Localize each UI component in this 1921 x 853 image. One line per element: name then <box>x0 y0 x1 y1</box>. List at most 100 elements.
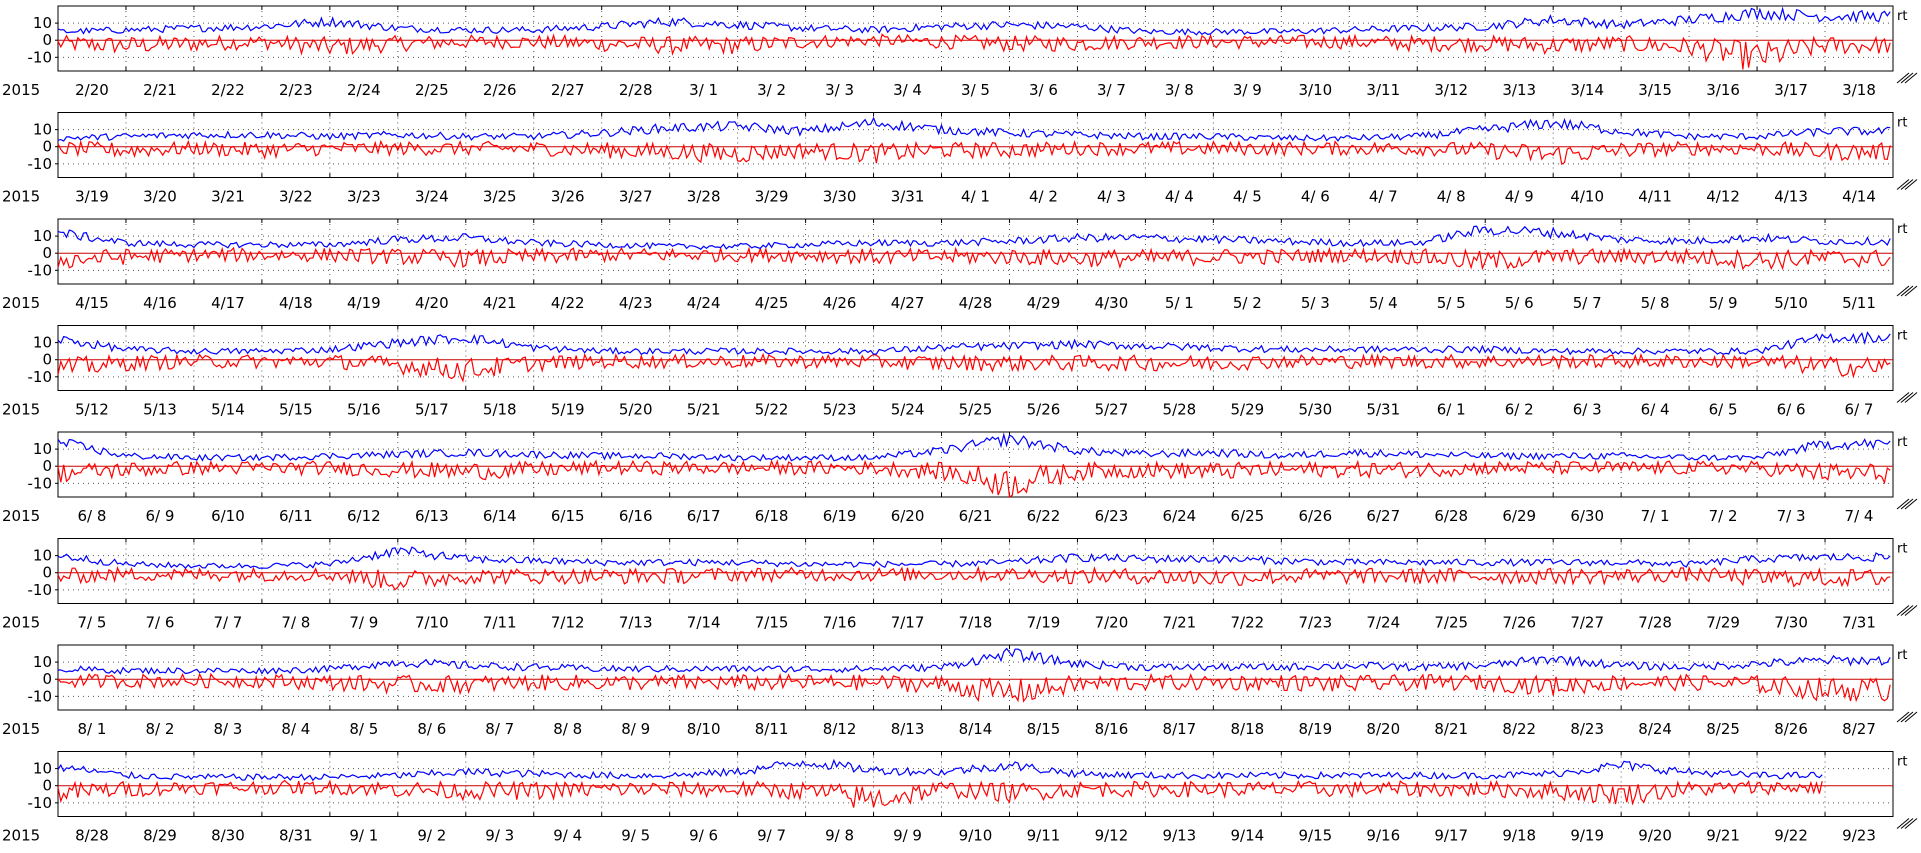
date-tick-label: 6/26 <box>1298 507 1332 525</box>
hatch-mark <box>1896 818 1910 829</box>
date-tick-label: 4/ 1 <box>961 188 990 206</box>
date-tick-label: 6/28 <box>1434 507 1468 525</box>
date-tick-label: 5/27 <box>1095 401 1129 419</box>
hatch-mark <box>1900 711 1914 723</box>
year-label: 2015 <box>2 294 40 312</box>
date-tick-label: 4/12 <box>1706 188 1740 206</box>
date-tick-label: 4/21 <box>483 294 517 312</box>
date-tick-label: 9/14 <box>1231 827 1265 845</box>
panel-frame <box>57 751 1894 817</box>
date-tick-label: 3/13 <box>1502 81 1536 99</box>
panel-frame <box>57 644 1894 711</box>
y-tick-label: 10 <box>33 121 52 139</box>
date-tick-label: 7/ 9 <box>349 614 378 632</box>
date-tick-label: 7/17 <box>891 614 925 632</box>
hatch-mark <box>1900 498 1914 510</box>
date-tick-label: 9/ 2 <box>417 827 446 845</box>
date-tick-label: 4/23 <box>619 294 653 312</box>
hatch-mark <box>1904 179 1918 190</box>
date-tick-label: 6/11 <box>279 507 313 525</box>
date-tick-label: 3/ 3 <box>825 81 854 99</box>
date-tick-label: 6/27 <box>1366 507 1400 525</box>
date-tick-label: 5/20 <box>619 401 653 419</box>
date-tick-label: 6/21 <box>959 507 993 525</box>
date-tick-label: 9/ 4 <box>553 827 582 845</box>
date-tick-label: 7/21 <box>1163 614 1197 632</box>
hatch-mark <box>1904 605 1918 616</box>
hatch-mark <box>1904 392 1918 403</box>
date-tick-label: 6/19 <box>823 507 857 525</box>
date-tick-label: 3/10 <box>1298 81 1332 99</box>
date-tick-label: 5/29 <box>1231 401 1265 419</box>
date-tick-label: 6/25 <box>1231 507 1265 525</box>
y-tick-label: 10 <box>33 440 52 458</box>
date-tick-label: 3/ 7 <box>1097 81 1126 99</box>
date-tick-label: 5/15 <box>279 401 313 419</box>
y-tick-label: -10 <box>28 155 53 173</box>
hatch-mark <box>1904 72 1918 84</box>
date-tick-label: 9/12 <box>1095 827 1129 845</box>
date-tick-label: 7/ 7 <box>213 614 242 632</box>
date-tick-label: 5/31 <box>1366 401 1400 419</box>
date-tick-label: 4/22 <box>551 294 585 312</box>
panel-frame <box>57 538 1894 604</box>
date-tick-label: 4/24 <box>687 294 721 312</box>
date-tick-label: 7/16 <box>823 614 857 632</box>
date-tick-label: 6/ 5 <box>1709 401 1738 419</box>
series-red-line <box>57 672 1891 703</box>
date-tick-label: 8/25 <box>1706 720 1740 738</box>
date-tick-label: 4/19 <box>347 294 381 312</box>
y-tick-label: -10 <box>28 794 53 812</box>
date-tick-label: 3/19 <box>75 188 109 206</box>
date-tick-label: 2/28 <box>619 81 653 99</box>
date-tick-label: 8/28 <box>75 827 109 845</box>
date-tick-label: 4/18 <box>279 294 313 312</box>
date-tick-label: 6/20 <box>891 507 925 525</box>
chart-panel-8: 100-10 8/28 8/29 8/30 8/31 9/ 1 9/ 2 9/ 3 9/ 4 9/… <box>2 751 1918 845</box>
date-tick-label: 4/16 <box>143 294 177 312</box>
date-tick-label: 8/23 <box>1570 720 1604 738</box>
date-tick-label: 4/25 <box>755 294 789 312</box>
hatch-mark <box>1904 711 1918 723</box>
date-tick-label: 6/ 8 <box>78 507 107 525</box>
date-tick-label: 3/16 <box>1706 81 1740 99</box>
date-tick-label: 4/ 5 <box>1233 188 1262 206</box>
date-tick-label: 3/28 <box>687 188 721 206</box>
y-tick-label: -10 <box>28 687 53 705</box>
date-tick-label: 8/11 <box>755 720 789 738</box>
hatch-mark <box>1904 498 1918 510</box>
side-label: rt <box>1897 116 1907 131</box>
date-tick-label: 6/22 <box>1027 507 1061 525</box>
date-tick-label: 7/14 <box>687 614 721 632</box>
date-tick-label: 7/12 <box>551 614 585 632</box>
date-tick-label: 8/12 <box>823 720 857 738</box>
date-tick-label: 5/17 <box>415 401 449 419</box>
date-tick-label: 8/24 <box>1638 720 1672 738</box>
date-tick-label: 9/20 <box>1638 827 1672 845</box>
y-tick-label: 10 <box>33 334 52 352</box>
hatch-mark <box>1896 179 1910 190</box>
date-tick-label: 7/18 <box>959 614 993 632</box>
date-tick-label: 7/22 <box>1231 614 1265 632</box>
hatch-mark <box>1900 72 1914 84</box>
date-tick-label: 4/20 <box>415 294 449 312</box>
date-tick-label: 4/11 <box>1638 188 1672 206</box>
date-tick-label: 7/ 6 <box>145 614 174 632</box>
chart-panel-4: 100-10 5/12 5/13 5/14 5/15 5/16 5/17 5/18 5/19 5/… <box>2 325 1918 419</box>
chart-panel-2: 100-10 3/19 3/20 3/21 3/22 3/23 3/24 3/25 3/26 3/… <box>2 112 1918 206</box>
date-tick-label: 3/ 1 <box>689 81 718 99</box>
date-tick-label: 5/ 8 <box>1641 294 1670 312</box>
date-tick-label: 8/27 <box>1842 720 1876 738</box>
panel-frame <box>57 5 1894 72</box>
date-tick-label: 6/13 <box>415 507 449 525</box>
date-tick-label: 9/ 8 <box>825 827 854 845</box>
date-tick-label: 7/ 2 <box>1709 507 1738 525</box>
date-tick-label: 7/28 <box>1638 614 1672 632</box>
date-tick-label: 8/10 <box>687 720 721 738</box>
date-tick-label: 8/13 <box>891 720 925 738</box>
y-tick-label: 0 <box>42 457 52 475</box>
y-tick-label: 10 <box>33 14 52 32</box>
date-tick-label: 6/ 7 <box>1845 401 1874 419</box>
date-tick-label: 6/24 <box>1163 507 1197 525</box>
